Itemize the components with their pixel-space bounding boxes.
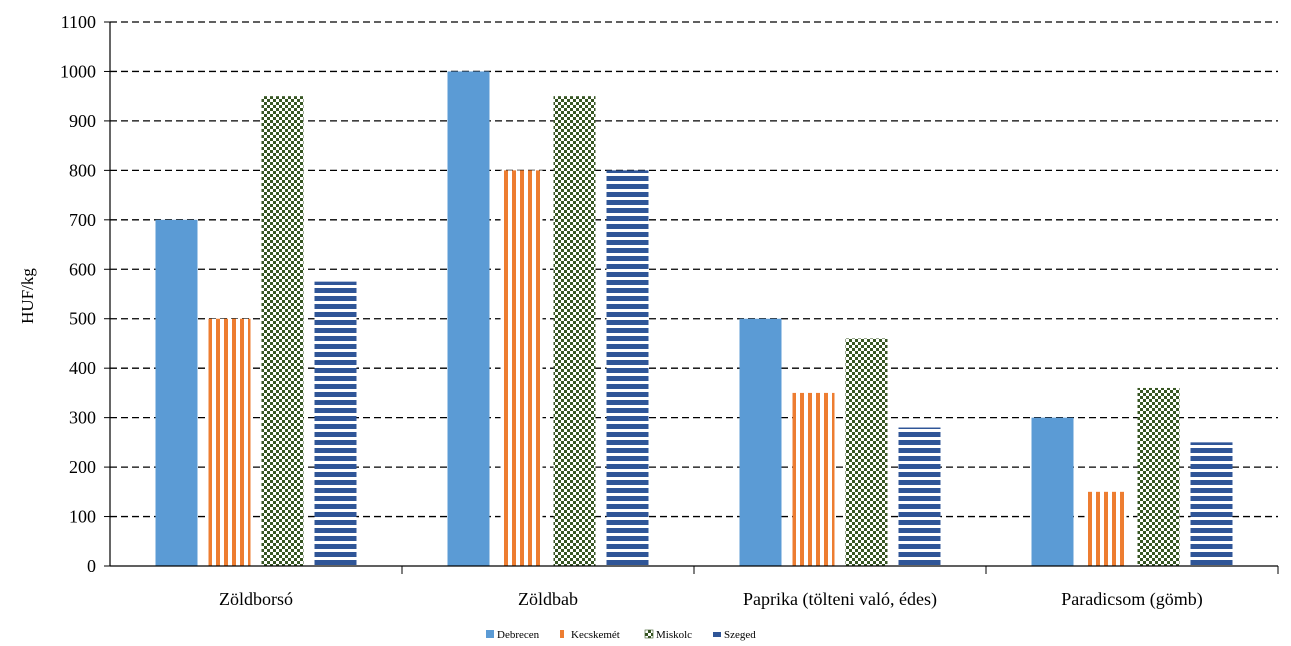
bar-kecskemét-0 [208,318,251,566]
y-axis-title: HUF/kg [18,268,37,324]
y-tick-label: 200 [69,457,96,477]
y-tick-label: 0 [87,556,96,576]
y-tick-label: 1100 [61,12,96,32]
bar-szeged-3 [1190,442,1233,566]
y-tick-label: 800 [69,160,96,180]
legend-swatch [644,629,654,639]
x-tick-label: Paprika (tölteni való, édes) [743,589,937,610]
x-tick-label: Zöldbab [518,589,578,609]
legend-item: Kecskemét [560,629,620,641]
y-tick-label: 600 [69,259,96,279]
x-tick-label: Zöldborsó [219,589,293,609]
y-tick-label: 500 [69,309,96,329]
y-tick-label: 900 [69,111,96,131]
bar-miskolc-1 [553,96,596,566]
tick-labels: 0 100 200 300 400 500 600 700 800 900 1000 1100 Zöld… [60,12,1203,610]
legend-swatch [560,630,568,638]
legend-label: Szeged [724,629,756,641]
gridlines [110,21,1278,518]
bar-debrecen-1 [447,71,490,567]
bar-debrecen-2 [739,318,782,566]
legend-label: Miskolc [656,629,692,641]
y-tick-label: 300 [69,408,96,428]
y-tick-label: 700 [69,210,96,230]
bar-kecskemét-3 [1084,491,1127,566]
legend-swatch [486,630,494,638]
bar-miskolc-3 [1137,387,1180,566]
bar-debrecen-3 [1031,417,1074,566]
bar-szeged-2 [898,427,941,566]
bar-kecskemét-1 [500,170,543,566]
legend-item: Szeged [713,629,756,641]
bar-szeged-1 [606,170,649,566]
legend-item: Miskolc [644,629,692,641]
y-tick-label: 100 [69,507,96,527]
y-tick-label: 1000 [60,61,96,81]
bar-kecskemét-2 [792,392,835,566]
bars [155,71,1233,567]
bar-debrecen-0 [155,219,198,566]
legend-label: Debrecen [497,629,540,641]
legend-item: Debrecen [486,629,540,641]
x-tick-label: Paradicsom (gömb) [1061,589,1202,610]
axes [104,21,1279,574]
bar-szeged-0 [314,281,357,566]
legend: Debrecen Kecskemét Miskolc Szeged [486,629,756,641]
legend-swatch [713,630,721,638]
legend-label: Kecskemét [571,629,620,641]
bar-miskolc-0 [261,96,304,566]
bar-miskolc-2 [845,338,888,566]
y-tick-label: 400 [69,358,96,378]
